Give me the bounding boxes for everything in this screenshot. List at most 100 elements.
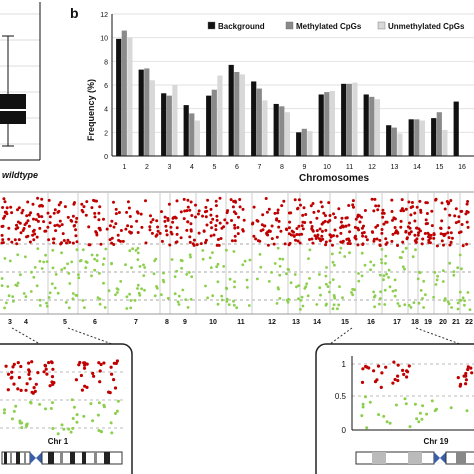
methylated-point	[384, 242, 388, 246]
methylated-point	[114, 222, 118, 226]
unmethylated-point	[258, 253, 262, 256]
methylated-point	[112, 200, 115, 204]
unmethylated-point	[456, 266, 460, 270]
bar-series	[116, 30, 459, 156]
chromosome-tick-label: 17	[393, 319, 401, 326]
unmethylated-point	[412, 301, 416, 304]
bar-x-tick-label: 6	[235, 164, 239, 171]
methylated-point	[114, 207, 118, 211]
methylated-point	[182, 217, 186, 221]
methylated-point	[292, 234, 296, 238]
methylated-point	[197, 231, 201, 235]
inset-chr1-methylated-point	[99, 362, 103, 367]
chromosome-tick-label: 8	[165, 319, 169, 326]
unmethylated-point	[50, 282, 54, 286]
unmethylated-point	[90, 253, 94, 257]
methylated-point	[28, 240, 32, 244]
unmethylated-point	[133, 299, 137, 302]
methylated-point	[317, 209, 320, 213]
methylated-point	[416, 233, 420, 237]
methylated-point	[34, 218, 38, 222]
unmethylated-point	[326, 285, 330, 288]
inset-chr1-unmethylated-point	[25, 422, 29, 426]
unmethylated-point	[318, 273, 321, 276]
methylated-point	[156, 229, 160, 233]
genome-points	[0, 196, 472, 311]
methylated-point	[175, 232, 179, 236]
unmethylated-point	[424, 293, 427, 297]
methylated-point	[430, 209, 434, 213]
unmethylated-point	[418, 271, 422, 274]
unmethylated-point	[190, 275, 194, 279]
unmethylated-point	[325, 266, 328, 269]
methylated-point	[457, 231, 461, 235]
methylated-point	[7, 237, 11, 241]
inset-chr19-unmethylated-point	[465, 409, 469, 413]
unmethylated-point	[434, 283, 438, 286]
bar-y-tick-label: 8	[104, 59, 108, 66]
methylated-point	[233, 234, 237, 238]
zoom-connector-chr1-left	[11, 327, 41, 345]
methylated-point	[328, 214, 332, 217]
methylated-point	[454, 207, 458, 211]
unmethylated-point	[175, 269, 179, 273]
methylated-point	[321, 237, 325, 241]
inset-chr1-methylated-point	[32, 386, 36, 390]
legend-label: Methylated CpGs	[296, 22, 362, 31]
bar-unmethylated-cpgs-chr5	[217, 75, 223, 156]
inset-chr1-unmethylated-point	[3, 408, 6, 412]
methylated-point	[16, 220, 20, 224]
methylated-point	[339, 231, 343, 235]
unmethylated-point	[233, 280, 237, 283]
unmethylated-point	[468, 308, 472, 311]
unmethylated-point	[460, 267, 463, 271]
legend-swatch	[207, 21, 216, 30]
methylated-point	[460, 209, 464, 213]
inset-chr19-methylated-point	[380, 371, 384, 375]
methylated-point	[166, 218, 170, 222]
unmethylated-point	[45, 260, 49, 263]
boxplot-panel: wildtype	[0, 2, 41, 180]
unmethylated-point	[56, 291, 60, 295]
ideogram-band	[70, 452, 75, 464]
inset-chr19-methylated-point	[379, 385, 383, 389]
methylated-point	[237, 215, 240, 219]
unmethylated-point	[243, 259, 247, 263]
methylated-point	[242, 218, 246, 222]
inset-chr1-unmethylated-point	[10, 417, 14, 421]
unmethylated-point	[436, 274, 439, 278]
unmethylated-point	[270, 271, 273, 274]
methylated-point	[419, 229, 422, 233]
methylated-point	[126, 224, 130, 228]
unmethylated-point	[129, 306, 133, 310]
inset-chr1-points	[2, 359, 120, 436]
methylated-point	[357, 214, 361, 218]
unmethylated-point	[96, 296, 100, 299]
methylated-point	[75, 216, 79, 220]
methylated-point	[2, 216, 5, 220]
unmethylated-point	[84, 266, 88, 270]
methylated-point	[223, 218, 227, 222]
methylated-point	[348, 242, 352, 246]
methylated-point	[347, 223, 351, 227]
inset-chr1-methylated-point	[6, 372, 11, 376]
unmethylated-point	[24, 255, 27, 259]
unmethylated-point	[259, 265, 263, 269]
methylated-point	[203, 210, 207, 214]
methylated-point	[300, 232, 304, 236]
unmethylated-point	[220, 298, 224, 302]
unmethylated-point	[181, 288, 185, 292]
inset-chr19-methylated-point	[466, 367, 470, 372]
unmethylated-point	[248, 258, 252, 262]
methylated-point	[272, 242, 276, 246]
inset-chr1-methylated-point	[82, 366, 87, 370]
inset-chr1-unmethylated-point	[116, 399, 120, 403]
unmethylated-point	[81, 248, 85, 252]
unmethylated-point	[308, 248, 312, 252]
methylated-point	[424, 201, 428, 205]
methylated-point	[297, 233, 301, 237]
inset-chr19-unmethylated-point	[361, 402, 365, 406]
methylated-point	[164, 224, 168, 228]
methylated-point	[189, 228, 193, 232]
bar-background-chr4	[183, 105, 189, 156]
